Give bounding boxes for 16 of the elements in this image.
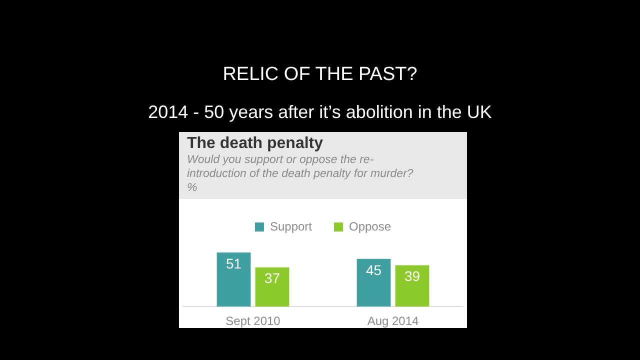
legend-label: Support — [270, 219, 313, 234]
data-label: 39 — [404, 268, 420, 284]
text: RELIC OF THE PAST? — [222, 64, 418, 86]
x-tick-label: Aug 2014 — [367, 314, 420, 328]
legend-label: Oppose — [349, 219, 392, 234]
bar — [356, 258, 391, 307]
text: 2014 - 50 years after it’s abolition in the UK — [147, 102, 493, 123]
x-tick-label: Sept 2010 — [226, 314, 281, 328]
bar — [216, 252, 251, 307]
bar — [395, 265, 430, 307]
chart-subtitle: Would you support or oppose the re-introduction of the death penalty for murder? % — [187, 153, 414, 195]
data-label: 45 — [366, 262, 382, 278]
data-label: 51 — [226, 255, 242, 272]
bar — [255, 267, 290, 307]
chart-title: The death penalty — [187, 135, 324, 153]
data-label: 37 — [264, 270, 280, 286]
